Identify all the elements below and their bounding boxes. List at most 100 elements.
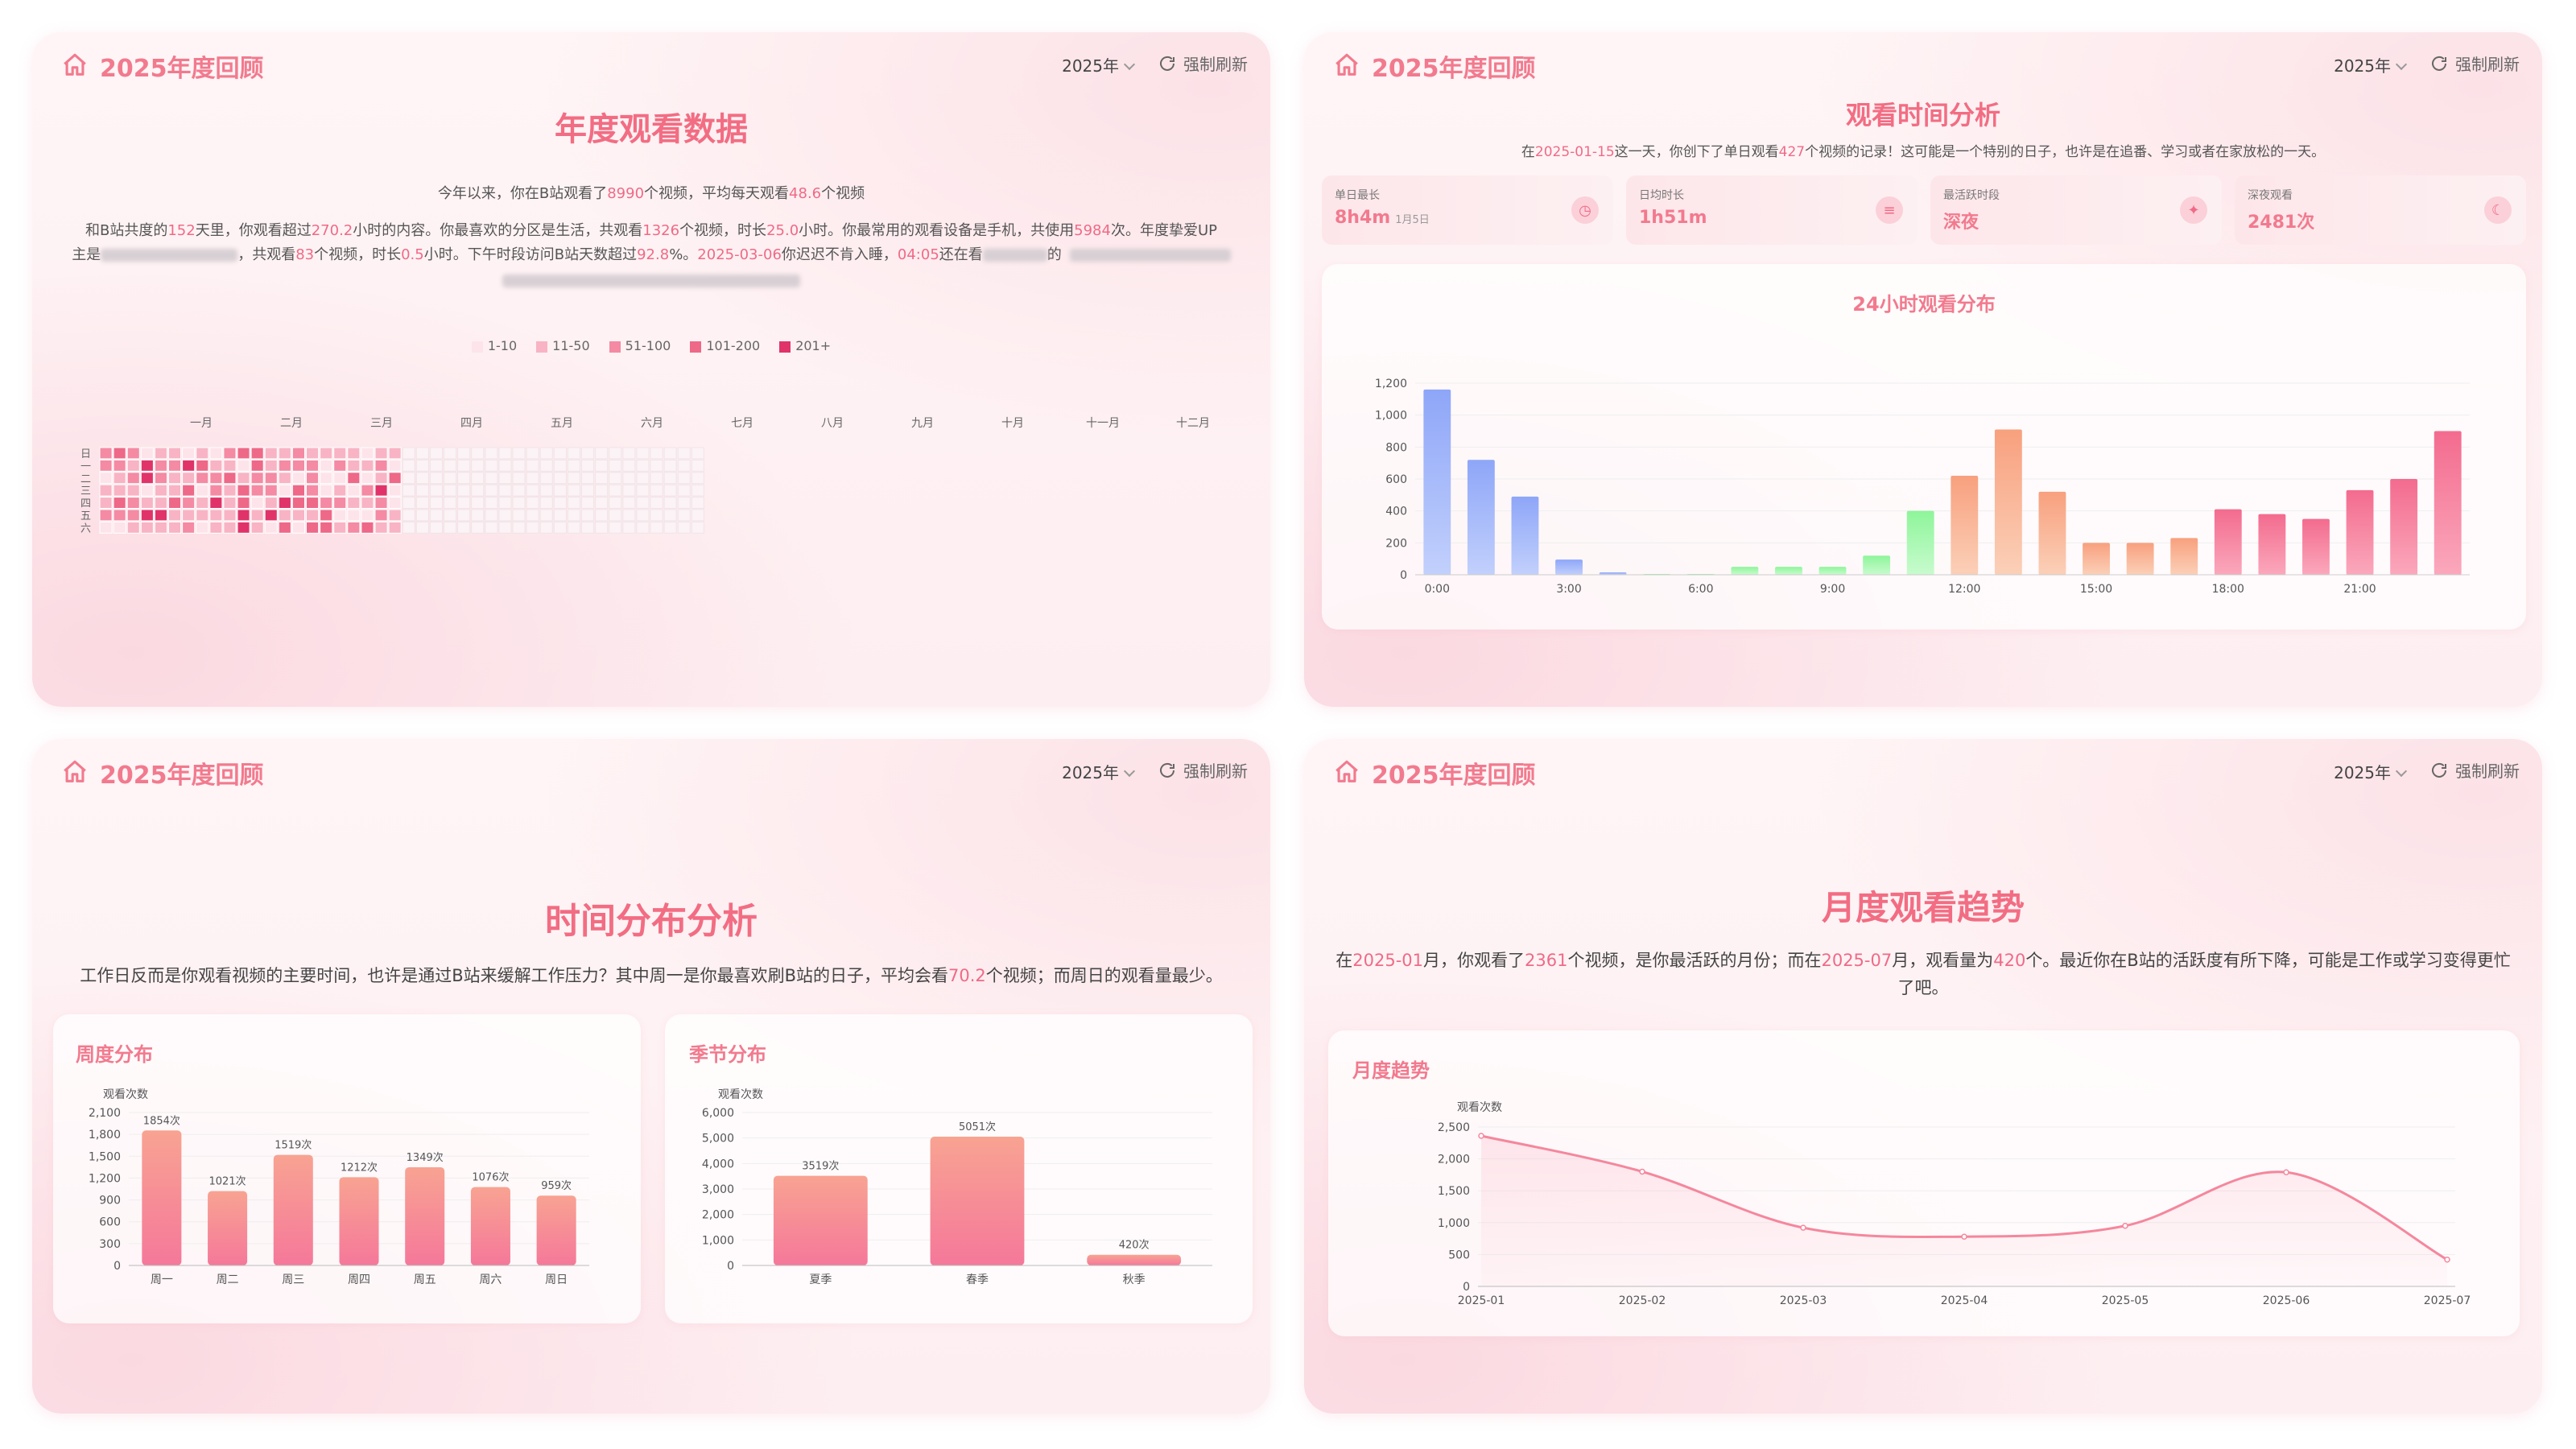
- heatmap-cell: [223, 497, 237, 510]
- heatmap-cell: [361, 484, 374, 497]
- heatmap-cell: [444, 484, 457, 497]
- heatmap-cell: [291, 521, 305, 534]
- heatmap-cell: [223, 521, 237, 534]
- heatmap-cell: [168, 484, 182, 497]
- summary-line-3: 主是 ，共观看83个视频，时长0.5小时。下午时段访问B站天数超过92.8%。20…: [61, 243, 1241, 267]
- heatmap-cell: [223, 447, 237, 460]
- legend-label: 11-50: [552, 338, 590, 353]
- heatmap-cell: [595, 459, 609, 472]
- hour-bar: [1423, 389, 1451, 575]
- month-label: 五月: [551, 417, 573, 430]
- text-seg: 个。最近你在B站的活跃度有所下降，可能是工作或学习变得更忙了吧。: [1897, 951, 2511, 997]
- text-seg: 天里，你观看超过: [195, 222, 312, 239]
- heatmap-cell: [374, 472, 388, 485]
- bar: [470, 1187, 510, 1265]
- heatmap-cell: [209, 484, 223, 497]
- legend-item: 1-10: [471, 338, 517, 353]
- text-seg: 个视频，时长: [679, 222, 767, 239]
- hour-bar: [1555, 559, 1583, 575]
- data-label: 1854次: [143, 1114, 180, 1127]
- heatmap-cell: [168, 459, 182, 472]
- heatmap-cell: [429, 497, 443, 510]
- hourly-chart-card: 24小时观看分布 0 200 400 600 800 1,000 1,200 0:00 3:00…: [1322, 264, 2526, 630]
- year-selector[interactable]: 2025年: [2334, 760, 2408, 783]
- video-count: 8990: [607, 185, 645, 202]
- hour-bar: [2258, 514, 2286, 575]
- heatmap-cell: [498, 497, 512, 510]
- heatmap-cell: [347, 521, 361, 534]
- y-axis-title: 观看次数: [103, 1088, 148, 1101]
- heatmap-cell: [209, 447, 223, 460]
- page-title: 年度观看数据: [555, 111, 748, 148]
- year-selector[interactable]: 2025年: [1062, 760, 1136, 783]
- recent-month-count: 420: [1993, 951, 2026, 970]
- bar: [273, 1154, 313, 1265]
- heatmap-cell: [113, 447, 126, 460]
- heatmap-cell: [539, 509, 553, 522]
- year-selector[interactable]: 2025年: [1062, 53, 1136, 76]
- home-icon[interactable]: [1333, 52, 1360, 79]
- heatmap-cell: [402, 447, 415, 460]
- heatmap-cell: [154, 484, 168, 497]
- data-label: 1212次: [341, 1161, 378, 1174]
- year-selector[interactable]: 2025年: [2334, 53, 2408, 76]
- heatmap-cell: [539, 484, 553, 497]
- chart-title: 周度分布: [76, 1043, 153, 1066]
- x-tick-label: 2025-07: [2424, 1294, 2471, 1307]
- text-seg: 工作日反而是你观看视频的主要时间，也许是通过B站来缓解工作压力？其中周一是你最喜…: [80, 966, 949, 985]
- stat-value-wrap: 8h4m 1月5日: [1335, 208, 1430, 228]
- data-label: 1021次: [209, 1175, 246, 1188]
- home-icon[interactable]: [1333, 758, 1360, 786]
- refresh-button[interactable]: 强制刷新: [1158, 758, 1248, 782]
- hour-bar: [1994, 429, 2022, 575]
- heatmap-cell: [429, 459, 443, 472]
- heatmap-cell: [223, 459, 237, 472]
- heatmap-cell: [415, 472, 429, 485]
- weekday-label: 日: [80, 448, 91, 460]
- heatmap-cell: [553, 521, 567, 534]
- heatmap-cell: [291, 509, 305, 522]
- month-label: 六月: [641, 417, 663, 430]
- bar: [773, 1175, 868, 1265]
- heatmap-cell: [388, 459, 402, 472]
- heatmap-cell: [609, 509, 622, 522]
- sparkle-icon: ✦: [2180, 196, 2207, 224]
- record-intro: 在2025-01-15这一天，你创下了单日观看427个视频的记录！这可能是一个特…: [1304, 140, 2542, 160]
- text-seg: 今年以来，你在B站观看了: [437, 185, 608, 202]
- heatmap-cell: [182, 497, 196, 510]
- x-tick-label: 21:00: [2343, 583, 2376, 596]
- heatmap-cell: [691, 472, 704, 485]
- bar: [142, 1130, 182, 1265]
- stat-value: 深夜: [1943, 213, 1979, 233]
- x-tick-label: 0:00: [1425, 583, 1450, 596]
- refresh-button[interactable]: 强制刷新: [2429, 758, 2520, 782]
- y-tick-label: 1,200: [1375, 378, 1407, 390]
- heatmap-cell: [677, 484, 691, 497]
- refresh-button[interactable]: 强制刷新: [1158, 52, 1248, 75]
- heatmap-cell: [636, 484, 650, 497]
- heatmap-cell: [333, 459, 347, 472]
- heatmap-cell: [539, 447, 553, 460]
- summary-line-2: 和B站共度的152天里，你观看超过270.2小时的内容。你最喜欢的分区是生活，共…: [61, 219, 1241, 243]
- bars-icon: ≡: [1876, 196, 1903, 224]
- moon-icon: ☾: [2484, 196, 2512, 224]
- home-icon[interactable]: [61, 52, 89, 79]
- heatmap-cell: [429, 484, 443, 497]
- heatmap-cell: [457, 509, 471, 522]
- heatmap-cell: [99, 497, 113, 510]
- heatmap-cell: [154, 509, 168, 522]
- heatmap-cell: [691, 497, 704, 510]
- heatmap-cell: [581, 447, 595, 460]
- heatmap-cell: [553, 509, 567, 522]
- bar: [339, 1177, 379, 1265]
- top-month: 2025-01: [1352, 951, 1424, 970]
- home-icon[interactable]: [61, 758, 89, 786]
- heatmap-cell: [498, 459, 512, 472]
- heatmap-cell: [402, 509, 415, 522]
- trend-area: [1481, 1136, 2447, 1286]
- heatmap-cell: [154, 472, 168, 485]
- heatmap-cell: [306, 509, 320, 522]
- refresh-button[interactable]: 强制刷新: [2429, 52, 2520, 75]
- heatmap-cell: [553, 459, 567, 472]
- stat-card-active-period: 最活跃时段 深夜 ✦: [1930, 175, 2222, 245]
